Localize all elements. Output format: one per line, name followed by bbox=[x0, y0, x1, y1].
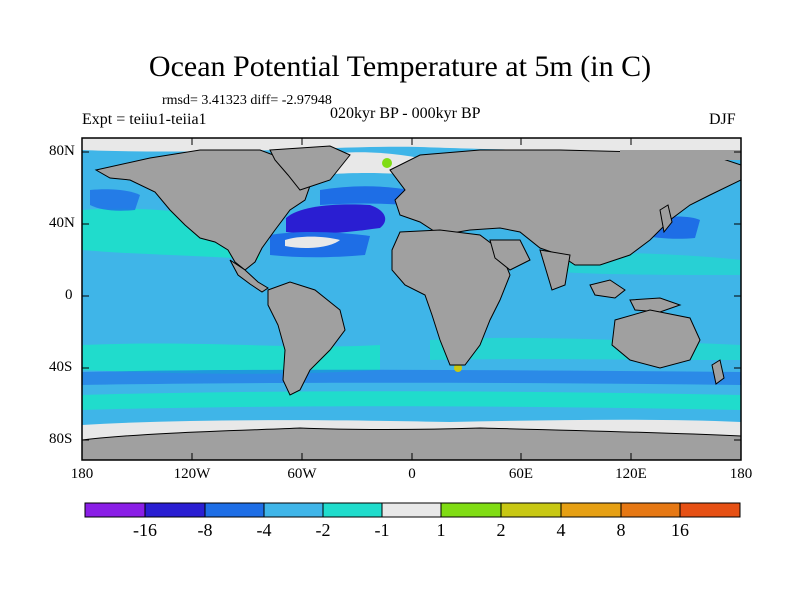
colorbar-swatch-1 bbox=[84, 502, 146, 518]
lat-label-40s: 40S bbox=[49, 359, 73, 375]
colorbar bbox=[84, 502, 741, 518]
lon-label-180e: 180 bbox=[729, 466, 753, 482]
colorbar-swatch-6 bbox=[381, 502, 442, 518]
colorbar-label-9: 8 bbox=[616, 520, 626, 540]
lat-label-80s: 80S bbox=[49, 431, 73, 447]
colorbar-swatch-7 bbox=[440, 502, 502, 518]
colorbar-swatch-5 bbox=[322, 502, 383, 518]
arctic-land-mask bbox=[620, 150, 741, 160]
land-masses bbox=[82, 145, 741, 460]
axis-ticks bbox=[82, 138, 741, 460]
colorbar-label-1: -16 bbox=[133, 520, 157, 540]
colorbar-label-8: 4 bbox=[556, 520, 566, 540]
colorbar-label-3: -4 bbox=[256, 520, 272, 540]
colorbar-swatch-9 bbox=[560, 502, 622, 518]
season-label: DJF bbox=[709, 111, 736, 128]
lon-label-120w: 120W bbox=[173, 466, 211, 482]
colorbar-swatch-4 bbox=[263, 502, 324, 518]
colorbar-label-2: -8 bbox=[197, 520, 213, 540]
colorbar-swatch-8 bbox=[500, 502, 562, 518]
lat-label-80n: 80N bbox=[49, 143, 75, 159]
lat-label-0: 0 bbox=[65, 287, 73, 303]
lon-label-120e: 120E bbox=[615, 466, 647, 482]
colorbar-label-7: 2 bbox=[496, 520, 506, 540]
lon-label-60e: 60E bbox=[508, 466, 534, 482]
colorbar-label-6: 1 bbox=[436, 520, 446, 540]
period-label: 020kyr BP - 000kyr BP bbox=[330, 105, 481, 122]
map-panel bbox=[82, 138, 741, 460]
colorbar-swatch-3 bbox=[204, 502, 265, 518]
colorbar-label-4: -2 bbox=[315, 520, 331, 540]
colorbar-swatch-11 bbox=[679, 502, 741, 518]
colorbar-swatch-10 bbox=[620, 502, 681, 518]
lon-label-180w: 180 bbox=[70, 466, 94, 482]
experiment-label: Expt = teiiu1-teiia1 bbox=[82, 111, 207, 128]
lat-label-40n: 40N bbox=[49, 215, 75, 231]
colorbar-label-5: -1 bbox=[374, 520, 390, 540]
lon-label-0: 0 bbox=[408, 466, 416, 482]
lon-label-60w: 60W bbox=[287, 466, 317, 482]
colorbar-label-10: 16 bbox=[671, 520, 689, 540]
colorbar-swatch-2 bbox=[144, 502, 206, 518]
plot-title: Ocean Potential Temperature at 5m (in C) bbox=[148, 50, 652, 83]
statistics-text: rmsd= 3.41323 diff= -2.97948 bbox=[162, 93, 332, 108]
